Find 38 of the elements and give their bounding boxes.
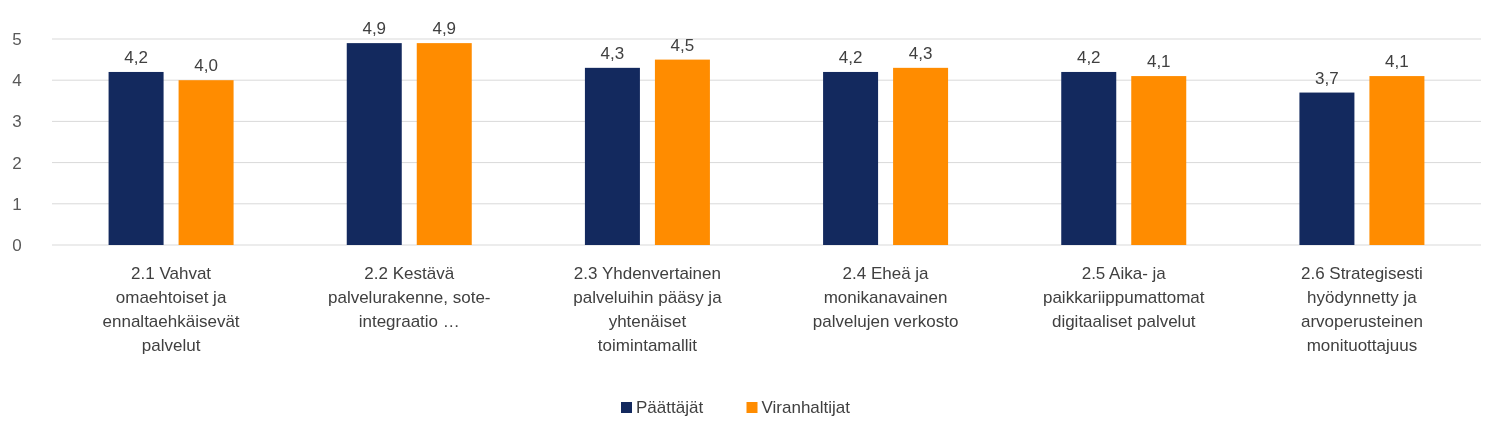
data-label: 4,2 [1076, 47, 1101, 67]
bar [584, 67, 640, 245]
data-label: 4,9 [362, 19, 387, 39]
bar [823, 71, 879, 245]
bar [1299, 92, 1355, 245]
y-tick-label: 2 [12, 153, 22, 173]
y-tick-label: 0 [12, 235, 22, 255]
y-tick-label: 4 [12, 71, 22, 91]
y-tick-label: 3 [12, 112, 22, 132]
legend-label: Viranhaltijat [761, 398, 851, 417]
x-tick-label: 2.3 Yhdenvertainen palveluihin pääsy ja yhtenäiset toimintamallit [573, 264, 723, 355]
x-tick-label: 2.5 Aika- ja paikkariippumattomat digitaaliset palvelut [1042, 264, 1205, 331]
legend-label: Päättäjät [636, 398, 704, 417]
bar [1369, 76, 1425, 245]
data-label: 4,5 [670, 35, 695, 55]
bar [1061, 71, 1117, 245]
data-label: 4,1 [1385, 52, 1409, 72]
data-label: 3,7 [1315, 68, 1339, 88]
data-label: 4,1 [1146, 52, 1171, 72]
x-tick-label: 2.1 Vahvat omaehtoiset ja ennaltaehkäisevät palvelut [102, 264, 240, 355]
bar [178, 80, 234, 245]
data-label: 4,2 [838, 47, 863, 67]
data-label: 4,2 [124, 47, 148, 67]
data-label: 4,3 [908, 43, 933, 63]
bar [416, 43, 472, 245]
x-tick-label: 2.6 Strategisesti hyödynnetty ja arvoperusteinen monituottajuus [1300, 264, 1423, 355]
bar [654, 59, 710, 245]
data-label: 4,9 [432, 19, 457, 39]
data-label: 4,3 [600, 43, 625, 63]
y-tick-label: 5 [12, 29, 22, 49]
y-tick-label: 1 [12, 194, 22, 214]
data-label: 4,0 [194, 56, 218, 76]
bar [893, 67, 949, 245]
x-tick-label: 2.2 Kestävä palvelurakenne, sote-integraatio … [327, 264, 491, 331]
x-tick-label: 2.4 Eheä ja monikanavainen palvelujen verkosto [812, 264, 959, 331]
bar [346, 43, 402, 245]
bar [1131, 76, 1187, 245]
bar [108, 71, 164, 245]
